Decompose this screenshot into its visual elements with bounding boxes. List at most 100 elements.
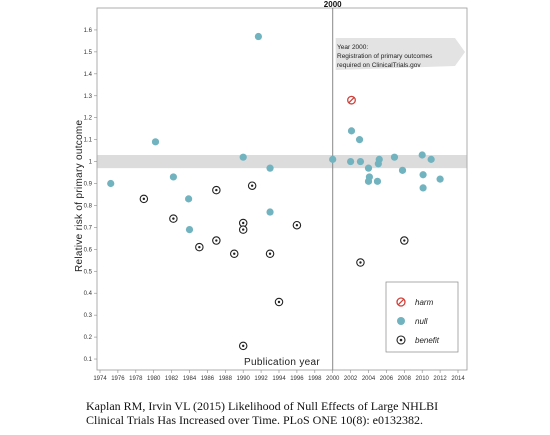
legend-benefit-label: benefit — [415, 336, 440, 345]
y-tick-label: 1.6 — [84, 28, 93, 34]
null-point — [373, 177, 382, 185]
legend-harm-label: harm — [415, 298, 434, 307]
null-point — [329, 155, 337, 163]
benefit-point — [356, 258, 365, 267]
legend-harm-icon — [396, 297, 406, 307]
benefit-point — [274, 297, 284, 307]
legend-null-label: null — [415, 317, 428, 326]
annotation-line-3: required on ClinicalTrials.gov — [337, 62, 421, 69]
x-tick-label: 1982 — [165, 376, 179, 382]
benefit-point — [212, 185, 221, 195]
y-tick-label: 0.1 — [84, 357, 93, 363]
null-point — [347, 157, 355, 166]
annotation-line-2: Registration of primary outcomes — [337, 53, 433, 60]
null-point — [418, 151, 426, 159]
figure-caption: Kaplan RM, Irvin VL (2015) Likelihood of… — [86, 399, 526, 427]
y-tick-label: 1.4 — [84, 72, 93, 78]
null-point — [185, 195, 193, 203]
legend-null-icon — [397, 317, 405, 325]
x-tick-label: 1976 — [111, 376, 125, 382]
x-tick-label: 1996 — [290, 376, 304, 382]
benefit-point — [292, 220, 302, 230]
y-tick-label: 0.6 — [84, 247, 93, 253]
null-point — [239, 153, 247, 161]
x-tick-label: 1978 — [129, 376, 143, 382]
benefit-point — [265, 249, 275, 258]
caption-line-2: Clinical Trials Has Increased over Time.… — [86, 413, 423, 427]
null-point — [185, 225, 194, 234]
null-point — [266, 164, 274, 172]
y-tick-label: 0.4 — [84, 291, 93, 297]
x-tick-label: 2008 — [398, 376, 412, 382]
legend: harm null benefit — [385, 281, 459, 353]
x-tick-label: 2002 — [344, 376, 358, 382]
x-axis-ticks: 1974 1976 1978 1980 1982 1984 1986 1988 1990 1992… — [93, 370, 465, 382]
null-point — [151, 138, 160, 146]
y-tick-label: 1.2 — [84, 116, 93, 122]
benefit-point — [230, 249, 239, 258]
y-tick-label: 1 — [89, 160, 93, 166]
null-point — [419, 184, 427, 192]
null-point — [254, 32, 263, 41]
x-tick-label: 1980 — [147, 376, 161, 382]
null-point — [169, 173, 177, 181]
null-point — [390, 153, 399, 161]
y-tick-label: 0.2 — [84, 335, 93, 341]
x-tick-label: 2012 — [433, 376, 447, 382]
x-tick-label: 2014 — [451, 376, 465, 382]
null-point — [419, 171, 427, 179]
null-point — [355, 136, 364, 144]
benefit-point — [238, 341, 248, 351]
null-point — [427, 155, 435, 163]
null-point — [398, 166, 407, 174]
null-point — [365, 173, 373, 181]
null-point — [364, 164, 373, 172]
plot-frame — [96, 7, 468, 371]
benefit-point — [247, 181, 257, 190]
annotation-line-1: Year 2000: — [337, 44, 368, 51]
chart-canvas: 2000 Year 2000: Registration of primary … — [74, 0, 468, 382]
x-tick-label: 1986 — [201, 376, 215, 382]
x-tick-label: 2004 — [362, 376, 376, 382]
benefit-point — [195, 242, 204, 252]
y-axis-ticks: 0.1 0.2 0.3 0.4 0.5 0.6 0.7 0.8 0.9 1 1.1 1.2 1.3 1.4… — [84, 28, 97, 363]
harm-point — [347, 95, 356, 105]
x-tick-label: 1988 — [219, 376, 233, 382]
null-point — [266, 208, 274, 216]
y-tick-label: 0.3 — [84, 313, 93, 319]
benefit-point — [212, 236, 221, 245]
benefit-point — [238, 225, 248, 234]
scatter-chart: 2000 Year 2000: Registration of primary … — [74, 0, 468, 382]
caption-line-1: Kaplan RM, Irvin VL (2015) Likelihood of… — [86, 399, 439, 413]
x-tick-label: 2006 — [380, 376, 394, 382]
y-tick-label: 1.5 — [84, 50, 93, 56]
x-tick-label: 1990 — [237, 376, 251, 382]
x-axis-title: Publication year — [244, 357, 320, 368]
benefit-point — [139, 194, 149, 204]
null-point — [356, 157, 365, 166]
null-point — [347, 127, 356, 135]
x-tick-label: 2000 — [326, 376, 340, 382]
null-point — [107, 179, 115, 188]
y-tick-label: 1.3 — [84, 94, 93, 100]
x-tick-label: 1984 — [183, 376, 197, 382]
data-points — [107, 32, 444, 351]
x-tick-label: 2010 — [416, 376, 430, 382]
x-tick-label: 1992 — [254, 376, 268, 382]
null-point — [375, 155, 383, 163]
y-axis-title: Relative risk of primary outcome — [74, 119, 85, 272]
y-tick-label: 1.1 — [84, 138, 93, 144]
null-point — [436, 175, 444, 183]
y-tick-label: 0.9 — [84, 182, 93, 188]
y-tick-label: 0.7 — [84, 225, 93, 231]
annotation-flag — [335, 38, 465, 70]
x-tick-label: 1998 — [308, 376, 322, 382]
reference-year-label: 2000 — [324, 0, 342, 9]
y-tick-label: 0.5 — [84, 269, 93, 275]
benefit-point — [169, 214, 178, 223]
legend-benefit-icon — [396, 335, 406, 345]
x-tick-label: 1994 — [272, 376, 286, 382]
benefit-point — [400, 236, 409, 245]
null-effect-band — [97, 154, 467, 169]
y-tick-label: 0.8 — [84, 203, 93, 209]
